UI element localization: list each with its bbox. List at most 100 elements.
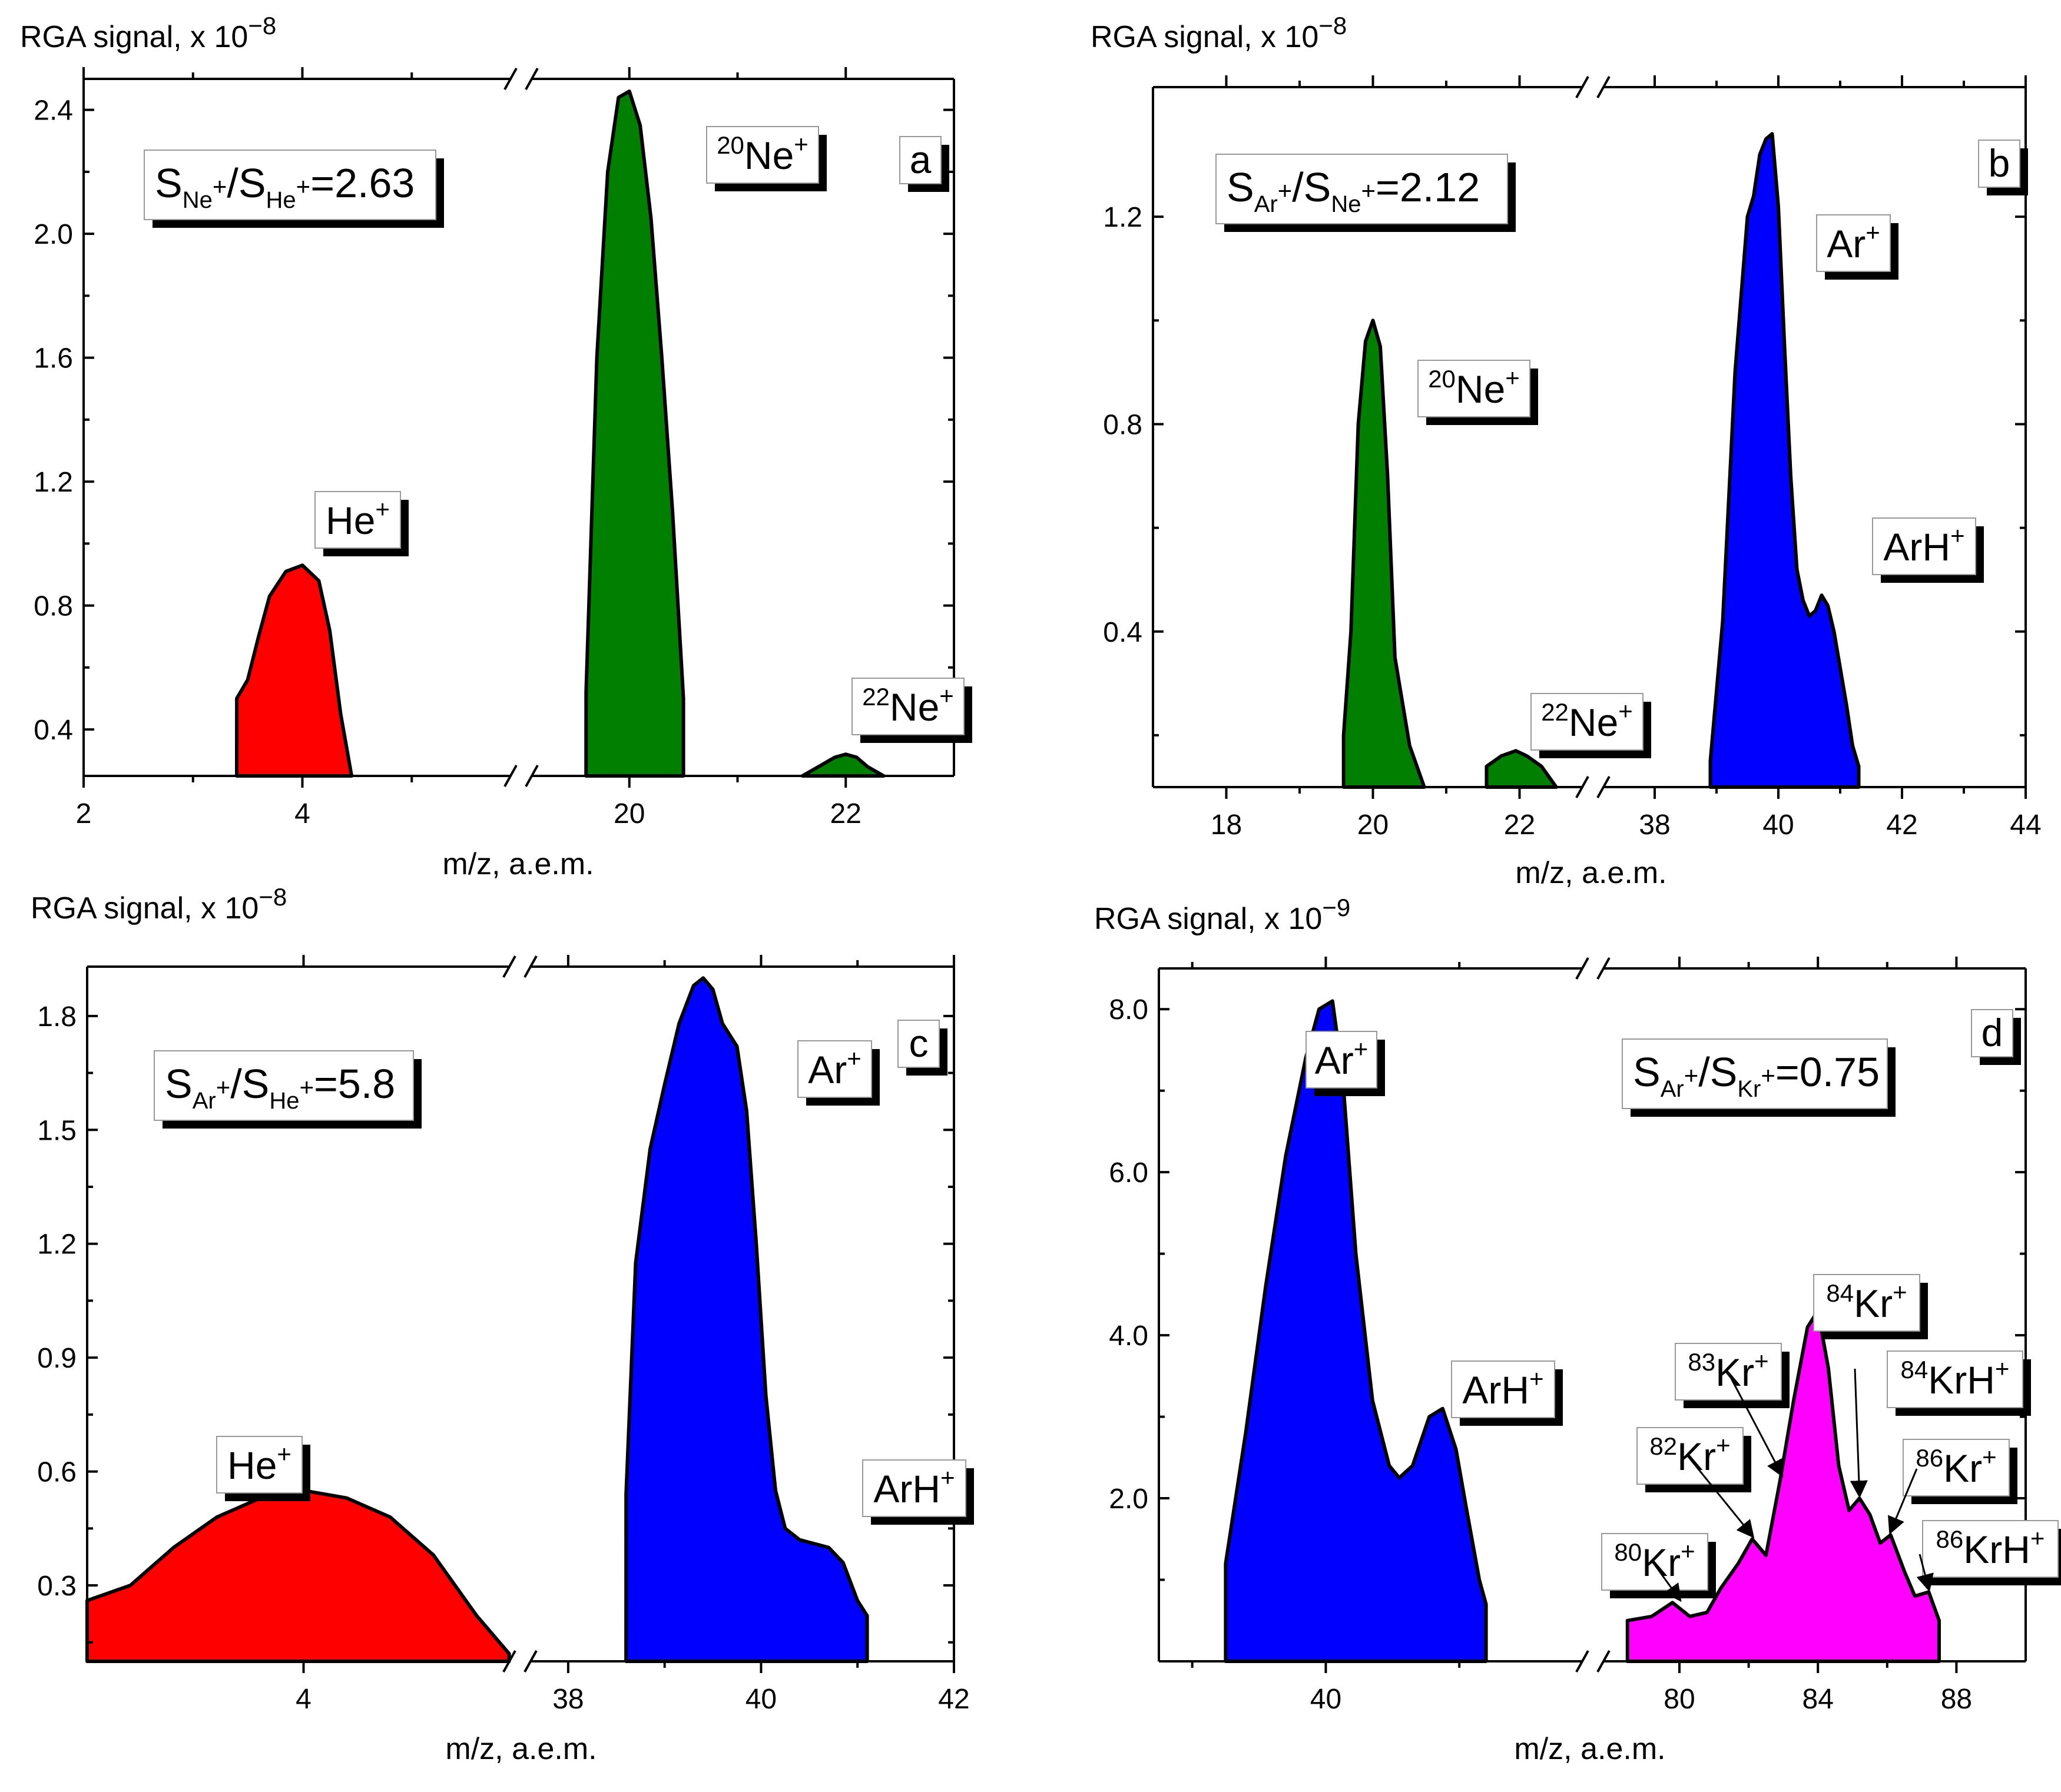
axis-break-mark (1596, 76, 1611, 98)
panel-letter-text: d (1982, 1011, 2003, 1054)
ratio-annotation-box (1215, 154, 1508, 224)
y-tick-label: 6.0 (1109, 1157, 1148, 1189)
ion-charge: + (1893, 1278, 1907, 1306)
ratio-sup-a: + (216, 1073, 231, 1101)
ratio-sup-b: + (1761, 1061, 1775, 1089)
label-arrow (1850, 1368, 1868, 1499)
ratio-value: =5.8 (314, 1061, 395, 1107)
peak-label-box (1922, 1520, 2059, 1578)
ion-name: Ne (1569, 701, 1618, 744)
peak-label-box (1887, 1350, 2023, 1408)
panel-d: 2.0 4.0 6.0 8.0 40 80 84 88 RGA signal, x 10−9 m/… (1094, 894, 2061, 1766)
isotope-number: 22 (1541, 698, 1569, 726)
y-axis-title-text: RGA signal, x 10 (31, 891, 259, 925)
x-axis-title: m/z, a.e.m. (1514, 1732, 1665, 1766)
peak-Ar+ (1708, 132, 1861, 789)
peak-label-text: He+ (326, 495, 390, 542)
axis-break-mark (1596, 776, 1611, 798)
ion-charge: + (277, 1440, 291, 1468)
label-arrow (1654, 1564, 1682, 1602)
ratio-sub-b: Kr (1737, 1076, 1761, 1102)
ratio-value: =2.12 (1376, 164, 1480, 210)
ratio-s2: /S (227, 160, 266, 206)
ion-charge: + (375, 495, 390, 523)
axis-break-mark (1596, 1650, 1611, 1672)
axis-break-mark (1575, 776, 1589, 798)
ion-name: KrH (1963, 1528, 2030, 1571)
peak-label-text: Ar+ (1827, 218, 1880, 266)
x-tick-label: 40 (1762, 809, 1794, 841)
ratio-sup-b: + (300, 1073, 314, 1101)
y-tick-label: 0.6 (37, 1457, 77, 1488)
y-tick-label: 8.0 (1109, 994, 1148, 1026)
x-tick-label: 4 (296, 1684, 312, 1715)
peak-label-text: Ar+ (1315, 1035, 1369, 1082)
label-arrow (1727, 1372, 1784, 1478)
ratio-value: =2.63 (310, 160, 415, 206)
peak-label-box (1816, 214, 1891, 272)
x-tick-label: 80 (1664, 1684, 1695, 1715)
ion-charge: + (940, 1464, 955, 1491)
ratio-sup-a: + (213, 172, 227, 200)
ratio-sup-a: + (1684, 1061, 1699, 1089)
peak-label-box (216, 1436, 303, 1494)
x-tick-label: 18 (1211, 809, 1242, 841)
isotope-number: 80 (1614, 1538, 1642, 1566)
y-axis-title: RGA signal, x 10−8 (20, 12, 276, 54)
ratio-sup-a: + (1278, 177, 1293, 204)
isotope-number: 86 (1936, 1525, 1964, 1553)
x-tick-label: 2 (76, 798, 92, 829)
peak-22Ne+ (1485, 749, 1558, 789)
ion-name: Ne (744, 134, 794, 177)
peak-label-box (851, 678, 965, 735)
peak-label-box (1530, 693, 1644, 751)
x-tick-label: 42 (1886, 809, 1917, 841)
y-tick-label: 0.9 (37, 1343, 77, 1374)
panel-c: 0.3 0.6 0.9 1.2 1.5 1.8 4 38 40 42 RGA signal, x 1… (31, 883, 974, 1766)
axis-break-mark (523, 1650, 538, 1672)
peak-label-text: ArH+ (1462, 1365, 1543, 1412)
panel-a: 0.4 0.8 1.2 1.6 2.0 2.4 2 4 20 22 RGA signal, x 10… (20, 12, 972, 881)
x-tick-label: 22 (1504, 809, 1535, 841)
panel-letter-box (899, 136, 942, 184)
peak-label-text: 20Ne+ (1428, 364, 1520, 411)
ion-name: Kr (1715, 1350, 1754, 1394)
x-axis-title: m/z, a.e.m. (445, 1732, 597, 1766)
y-axis-title-exponent: −8 (259, 883, 287, 911)
x-tick-label: 40 (1310, 1684, 1341, 1715)
x-tick-label: 4 (294, 798, 310, 829)
peak-20Ne+ (1341, 318, 1426, 789)
ratio-sub-a: Ne (183, 187, 213, 213)
peak-label-box (1451, 1360, 1555, 1418)
x-tick-label: 38 (1639, 809, 1670, 841)
x-tick-label: 42 (938, 1684, 969, 1715)
panel-b: 0.4 0.8 1.2 18 20 22 38 40 42 44 RGA signal, x 10−… (1091, 12, 2042, 890)
ratio-annotation-text: SAr+/SHe+=5.8 (165, 1061, 395, 1114)
peak-label-box (1305, 1031, 1377, 1089)
ion-charge: + (794, 130, 809, 158)
ion-name: KrH (1928, 1358, 1995, 1402)
peak-label-box (706, 126, 819, 184)
axis-break-mark (525, 765, 539, 787)
y-tick-label: 0.8 (1103, 409, 1142, 440)
peak-label-box (1675, 1343, 1782, 1401)
x-tick-label: 38 (552, 1684, 584, 1715)
ion-charge: + (1865, 218, 1880, 246)
ratio-sub-a: Ar (1661, 1076, 1684, 1102)
panel-letter-text: b (1989, 141, 2010, 185)
peak-22Ne+ (800, 752, 886, 778)
ratio-annotation-text: SAr+/SNe+=2.12 (1227, 164, 1480, 217)
x-axis-title: m/z, a.e.m. (442, 847, 594, 881)
x-tick-label: 40 (745, 1684, 777, 1715)
peak-Ar+ (1224, 999, 1488, 1663)
y-tick-label: 1.6 (34, 343, 73, 374)
isotope-number: 22 (862, 683, 890, 711)
ion-name: He (326, 499, 375, 542)
ion-charge: + (1995, 1355, 2010, 1382)
ion-name: Ne (1456, 367, 1505, 411)
peak-label-text: 80Kr+ (1614, 1537, 1695, 1584)
y-axis-title: RGA signal, x 10−8 (1091, 12, 1347, 54)
isotope-number: 82 (1649, 1432, 1677, 1460)
y-tick-label: 0.3 (37, 1571, 77, 1602)
